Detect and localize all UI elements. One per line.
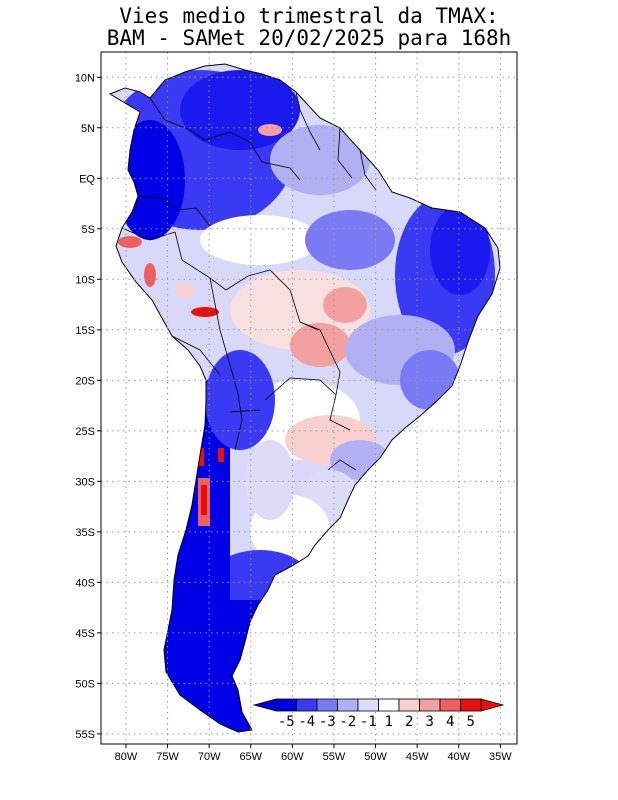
colorbar-swatch bbox=[357, 698, 379, 712]
colorbar-label: 2 bbox=[405, 714, 413, 730]
lat-tick-label: 5N bbox=[81, 123, 95, 135]
colorbar-label: 1 bbox=[385, 714, 393, 730]
lat-tick-label: 10S bbox=[75, 274, 95, 286]
longitude-ticks: 80W 75W 70W 65W 60W 55W 50W 45W 40W 35W bbox=[115, 744, 512, 763]
lat-tick-label: EQ bbox=[79, 173, 95, 185]
lat-lon-grid bbox=[101, 52, 517, 744]
lon-tick-label: 80W bbox=[115, 751, 138, 763]
lat-tick-label: 55S bbox=[75, 729, 95, 741]
map-frame bbox=[100, 51, 518, 745]
lon-tick-label: 60W bbox=[281, 751, 304, 763]
lat-tick-label: 10N bbox=[75, 72, 95, 84]
lon-tick-label: 65W bbox=[239, 751, 262, 763]
lat-tick-label: 15S bbox=[75, 325, 95, 337]
colorbar-swatch bbox=[275, 698, 297, 712]
colorbar-label: -5 bbox=[278, 714, 295, 730]
colorbar-label: 3 bbox=[426, 714, 434, 730]
colorbar-swatch bbox=[337, 698, 359, 712]
colorbar-swatch bbox=[398, 698, 420, 712]
lon-tick-label: 55W bbox=[323, 751, 346, 763]
country-borders bbox=[121, 91, 377, 471]
lon-tick-label: 50W bbox=[364, 751, 387, 763]
colorbar-label: -4 bbox=[298, 714, 315, 730]
colorbar-label: -3 bbox=[319, 714, 336, 730]
colorbar-swatch bbox=[316, 698, 338, 712]
colorbar-swatch bbox=[419, 698, 441, 712]
colorbar-swatch bbox=[296, 698, 318, 712]
colorbar-swatch bbox=[378, 698, 400, 712]
colorbar: -5 -4 -3 -2 -1 1 2 3 4 5 bbox=[252, 698, 505, 730]
lat-tick-label: 50S bbox=[75, 678, 95, 690]
colorbar-label: 5 bbox=[467, 714, 475, 730]
latitude-ticks: 10N 5N EQ 5S 10S 15S 20S 25S 30S 35S 40S 45S 50S 55S bbox=[75, 72, 101, 741]
lon-tick-label: 40W bbox=[447, 751, 470, 763]
lon-tick-label: 70W bbox=[198, 751, 221, 763]
lat-tick-label: 5S bbox=[82, 224, 95, 236]
lat-tick-label: 20S bbox=[75, 375, 95, 387]
colorbar-label: -2 bbox=[339, 714, 356, 730]
lon-tick-label: 45W bbox=[406, 751, 429, 763]
colorbar-label: 4 bbox=[446, 714, 454, 730]
lat-tick-label: 45S bbox=[75, 628, 95, 640]
colorbar-label: -1 bbox=[360, 714, 377, 730]
colorbar-swatch bbox=[460, 698, 482, 712]
lat-tick-label: 25S bbox=[75, 426, 95, 438]
lat-tick-label: 40S bbox=[75, 577, 95, 589]
lon-tick-label: 75W bbox=[156, 751, 179, 763]
colorbar-over-arrow bbox=[480, 698, 505, 712]
map-title-line2: BAM - SAMet 20/02/2025 para 168h bbox=[106, 26, 512, 50]
lat-tick-label: 30S bbox=[75, 476, 95, 488]
colorbar-swatch bbox=[439, 698, 461, 712]
lat-tick-label: 35S bbox=[75, 527, 95, 539]
lon-tick-label: 35W bbox=[489, 751, 512, 763]
map-title-line1: Vies medio trimestral da TMAX: bbox=[119, 4, 499, 28]
